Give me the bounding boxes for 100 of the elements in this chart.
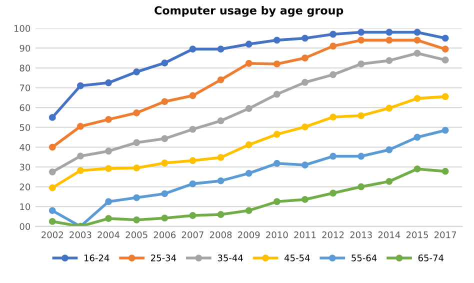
x-tick-label: 2017	[434, 231, 456, 238]
point	[386, 57, 393, 64]
point	[161, 214, 168, 222]
point	[76, 167, 84, 174]
point	[414, 28, 421, 36]
point	[330, 152, 337, 160]
x-tick-label: 2004	[98, 231, 120, 238]
point	[358, 60, 365, 68]
point	[302, 196, 308, 203]
point	[76, 82, 84, 90]
point	[161, 59, 168, 66]
legend-label: 45-54	[284, 254, 310, 262]
point	[189, 212, 196, 219]
point	[273, 160, 280, 167]
point	[273, 60, 280, 68]
point	[442, 56, 449, 64]
point	[217, 177, 224, 184]
point	[48, 114, 56, 121]
point	[76, 152, 84, 160]
point	[217, 76, 224, 84]
legend-label: 65-74	[418, 254, 444, 262]
point	[442, 46, 449, 53]
point	[48, 144, 56, 151]
y-tick-label: 30	[20, 164, 30, 171]
y-tick-label: 100	[14, 25, 30, 32]
point	[189, 126, 196, 133]
point	[245, 170, 252, 177]
point	[105, 79, 112, 86]
point	[217, 211, 224, 218]
x-tick-label: 2015	[406, 231, 428, 238]
point	[217, 117, 224, 124]
point	[302, 123, 308, 130]
point	[414, 36, 421, 44]
x-tick-label: 2009	[238, 231, 260, 238]
point	[217, 46, 224, 53]
point	[386, 28, 393, 36]
y-tick-label: 00	[20, 223, 30, 230]
point	[76, 122, 84, 130]
y-tick-label: 10	[20, 203, 30, 210]
x-tick-label: 2010	[266, 231, 288, 238]
point	[161, 160, 168, 166]
x-tick-label: 2011	[294, 231, 316, 238]
x-tick-label: 2012	[322, 231, 344, 238]
y-tick-label: 70	[20, 84, 30, 92]
legend-label: 25-34	[151, 254, 176, 262]
point	[245, 40, 252, 48]
y-tick-label: 50	[20, 124, 30, 131]
point	[273, 198, 280, 206]
point	[358, 28, 365, 36]
point	[302, 78, 308, 86]
chart-title: Computer usage by age group	[154, 6, 344, 17]
x-tick-label: 2006	[154, 231, 176, 238]
point	[330, 114, 337, 121]
point	[189, 180, 196, 188]
point	[302, 54, 308, 62]
y-tick-label: 20	[20, 184, 30, 190]
point	[48, 168, 56, 176]
point	[245, 141, 252, 148]
point	[189, 46, 196, 53]
point	[245, 207, 252, 214]
point	[48, 184, 56, 192]
point	[105, 215, 112, 222]
x-tick-label: 2008	[210, 231, 232, 238]
x-tick-label: 2005	[126, 231, 148, 238]
point	[386, 146, 393, 154]
point	[302, 162, 308, 168]
y-tick-label: 80	[20, 64, 30, 72]
point	[48, 207, 56, 214]
point	[414, 134, 421, 141]
x-tick-label: 2003	[70, 231, 92, 238]
point	[105, 198, 112, 206]
point	[442, 93, 449, 100]
point	[442, 168, 449, 175]
point	[330, 71, 337, 78]
point	[358, 112, 365, 120]
point	[217, 154, 224, 161]
point	[133, 109, 140, 116]
point	[414, 50, 421, 57]
point	[189, 157, 196, 164]
point	[358, 183, 365, 190]
point	[330, 30, 337, 38]
point	[358, 36, 365, 44]
point	[133, 139, 140, 146]
point	[161, 135, 168, 142]
point	[245, 60, 252, 67]
y-tick-label: 40	[20, 144, 30, 151]
point	[330, 190, 337, 197]
point	[273, 130, 280, 138]
point	[133, 164, 140, 172]
point	[414, 94, 421, 102]
legend-label: 16-24	[84, 254, 110, 262]
x-tick-label: 2002	[42, 231, 63, 238]
point	[189, 92, 196, 100]
y-tick-label: 90	[20, 44, 30, 52]
point	[330, 42, 337, 50]
point	[386, 104, 393, 112]
point	[273, 90, 280, 98]
point	[273, 36, 280, 44]
x-tick-label: 2007	[182, 231, 204, 238]
point	[133, 68, 140, 76]
